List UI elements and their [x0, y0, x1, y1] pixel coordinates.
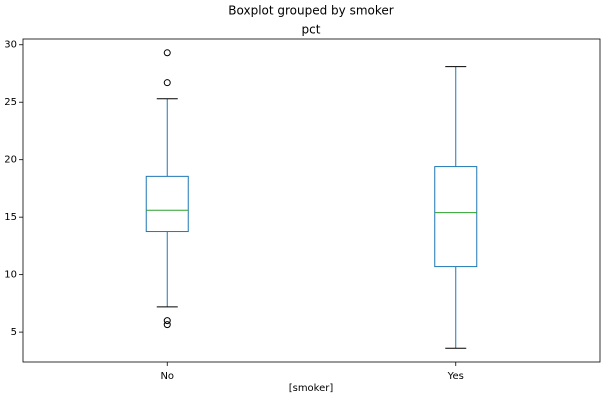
y-tick-label: 20 — [4, 155, 17, 166]
outlier — [163, 49, 171, 57]
x-tick-label: Yes — [447, 371, 464, 382]
y-tick-label: 25 — [4, 97, 17, 108]
y-tick-label: 15 — [4, 212, 17, 223]
outlier — [163, 79, 171, 87]
plot-frame — [22, 38, 601, 363]
chart-subtitle: pct — [302, 23, 321, 37]
y-tick-label: 10 — [4, 270, 17, 281]
y-tick-label: 5 — [11, 327, 17, 338]
box — [145, 175, 189, 233]
x-tick-label: No — [160, 371, 174, 382]
box — [434, 166, 478, 268]
y-tick-label: 30 — [4, 40, 17, 51]
chart-title: Boxplot grouped by smoker — [228, 4, 394, 18]
x-axis-label: [smoker] — [289, 383, 334, 394]
outlier — [163, 321, 171, 329]
outlier — [163, 317, 171, 325]
